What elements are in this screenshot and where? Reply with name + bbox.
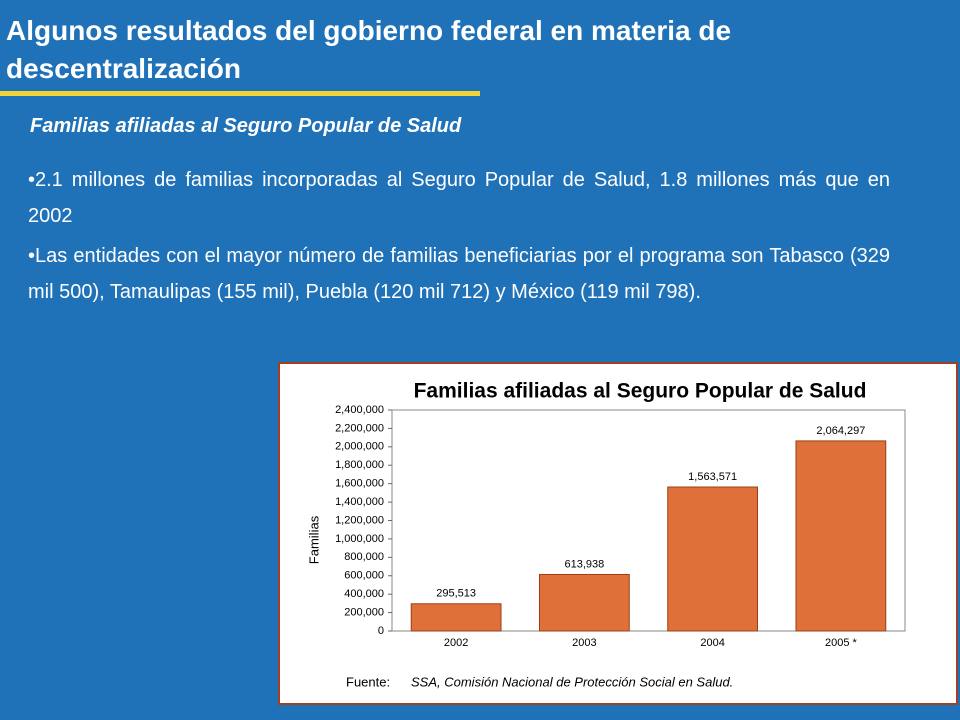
value-label: 1,563,571	[688, 471, 737, 483]
bullet: •Las entidades con el mayor número de fa…	[28, 245, 890, 303]
y-tick-label: 1,200,000	[335, 514, 384, 526]
y-tick-label: 600,000	[344, 570, 384, 582]
x-tick-label: 2002	[444, 637, 468, 649]
y-tick-label: 1,400,000	[335, 496, 384, 508]
y-tick-label: 400,000	[344, 588, 384, 600]
value-label: 613,938	[564, 558, 604, 570]
value-label: 295,513	[436, 588, 476, 600]
y-tick-label: 1,000,000	[335, 533, 384, 545]
chart: Familias afiliadas al Seguro Popular de …	[278, 362, 958, 705]
bar	[667, 486, 759, 632]
y-tick-label: 2,000,000	[335, 441, 384, 453]
y-tick-label: 1,600,000	[335, 478, 384, 490]
y-tick-label: 2,200,000	[335, 422, 384, 434]
bar	[795, 440, 887, 632]
title-rule	[0, 91, 480, 96]
chart-title: Familias afiliadas al Seguro Popular de …	[414, 380, 867, 403]
y-tick-label: 200,000	[344, 606, 384, 618]
bullet: •2.1 millones de familias incorporadas a…	[28, 169, 890, 227]
subtitle: Familias afiliadas al Seguro Popular de …	[30, 115, 462, 137]
y-tick-label: 800,000	[344, 551, 384, 563]
bar	[410, 603, 502, 632]
y-tick-label: 1,800,000	[335, 459, 384, 471]
x-tick-label: 2003	[572, 637, 596, 649]
bar	[538, 573, 630, 632]
x-tick-label: 2004	[700, 637, 724, 649]
source-label: Fuente:	[346, 674, 390, 689]
value-label: 2,064,297	[816, 425, 865, 437]
bullet-list: •2.1 millones de familias incorporadas a…	[28, 162, 890, 314]
y-tick-label: 2,400,000	[335, 404, 384, 416]
x-tick-label: 2005 *	[825, 637, 858, 649]
slide-title: Algunos resultados del gobierno federal …	[6, 15, 732, 84]
y-axis-label: Familias	[306, 515, 321, 564]
y-tick-label: 0	[378, 625, 384, 637]
source: SSA, Comisión Nacional de Protección Soc…	[411, 674, 733, 689]
